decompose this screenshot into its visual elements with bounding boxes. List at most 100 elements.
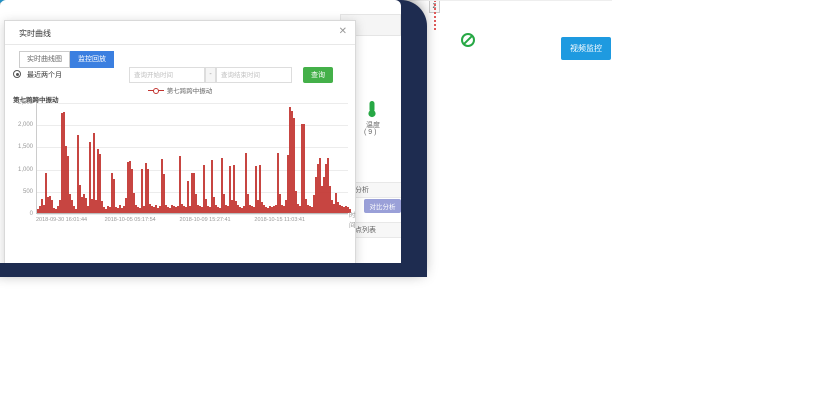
- video-monitor-button[interactable]: 视频监控: [561, 37, 611, 60]
- data-bar: [111, 173, 113, 213]
- data-bar: [263, 205, 265, 213]
- data-bar: [241, 207, 243, 213]
- data-bar: [295, 190, 297, 213]
- data-bar: [139, 207, 141, 213]
- data-bar: [93, 133, 95, 213]
- y-tick-label: 2,500: [17, 100, 33, 106]
- data-bar: [167, 206, 169, 213]
- data-bar: [301, 124, 303, 213]
- data-bar: [195, 194, 197, 213]
- query-row: 最近两个月 - 查询: [11, 66, 351, 84]
- data-bar: [281, 205, 283, 213]
- data-bar: [181, 203, 183, 213]
- data-bar: [291, 110, 293, 213]
- data-bar: [169, 207, 171, 213]
- modal-tab-1[interactable]: 监控回放: [70, 51, 114, 68]
- data-bar: [121, 207, 123, 213]
- data-bar: [193, 173, 195, 213]
- data-bar: [155, 205, 157, 213]
- data-bar: [105, 208, 107, 213]
- data-bar: [153, 207, 155, 213]
- data-bar: [321, 186, 323, 213]
- data-bar: [173, 206, 175, 213]
- modal-tabbar: 实时曲线图 监控回放: [19, 51, 114, 68]
- data-bar: [55, 209, 57, 213]
- chart-legend[interactable]: 第七跨跨中振动: [5, 85, 355, 95]
- data-bar: [209, 206, 211, 213]
- data-bar: [311, 207, 313, 213]
- data-bar: [71, 199, 73, 213]
- data-bar: [89, 141, 91, 213]
- data-bar: [303, 123, 305, 213]
- data-bar: [319, 157, 321, 213]
- data-bar: [97, 148, 99, 213]
- data-bar: [307, 205, 309, 213]
- data-bar: [79, 185, 81, 213]
- query-start-input[interactable]: [129, 67, 205, 83]
- close-icon[interactable]: ✕: [338, 26, 347, 37]
- data-bar: [345, 205, 347, 213]
- data-bar: [237, 205, 239, 213]
- data-bar: [341, 206, 343, 213]
- data-bar: [69, 194, 71, 213]
- data-bar: [309, 206, 311, 213]
- modal-tab-0[interactable]: 实时曲线图: [19, 51, 70, 68]
- data-bar: [75, 208, 77, 213]
- data-bar: [41, 198, 43, 213]
- data-bar: [101, 200, 103, 213]
- data-bar: [265, 206, 267, 213]
- y-tick-label: 1,000: [17, 166, 33, 173]
- modal-title: 实时曲线: [19, 29, 51, 38]
- data-bar: [269, 205, 271, 213]
- data-bar: [189, 205, 191, 213]
- data-bar: [171, 205, 173, 213]
- data-bar: [223, 194, 225, 213]
- data-bar: [109, 207, 111, 213]
- data-bar: [187, 181, 189, 213]
- data-bar: [177, 205, 179, 213]
- y-tick-label: 1,500: [17, 144, 33, 151]
- compare-analysis-button[interactable]: 对比分析: [364, 199, 401, 213]
- data-bar: [287, 155, 289, 213]
- data-bar: [103, 207, 105, 213]
- data-bar: [125, 198, 127, 213]
- gridline: [37, 169, 348, 171]
- data-bar: [235, 201, 237, 213]
- gridline: [37, 103, 348, 104]
- recent-range-radio[interactable]: [13, 70, 21, 78]
- data-bar: [129, 160, 131, 213]
- data-bar: [231, 199, 233, 213]
- data-bar: [87, 206, 89, 213]
- data-bar: [239, 206, 241, 213]
- query-end-input[interactable]: [216, 67, 292, 83]
- data-bar: [149, 203, 151, 213]
- data-bar: [135, 205, 137, 213]
- data-bar: [217, 206, 219, 213]
- data-bar: [289, 107, 291, 213]
- x-tick-label: 2018-10-15 11:03:41: [254, 217, 306, 223]
- temperature-icon[interactable]: [366, 100, 378, 118]
- data-bar: [123, 206, 125, 213]
- data-bar: [205, 199, 207, 213]
- data-bar: [211, 159, 213, 213]
- data-bar: [327, 157, 329, 213]
- data-bar: [343, 207, 345, 213]
- data-bar: [271, 207, 273, 213]
- data-bar: [251, 206, 253, 213]
- gridline: [37, 125, 348, 127]
- data-bar: [259, 165, 261, 213]
- data-bar: [253, 207, 255, 213]
- ban-icon[interactable]: [460, 32, 476, 48]
- data-bar: [323, 177, 325, 213]
- data-bar: [147, 169, 149, 213]
- data-bar: [137, 206, 139, 213]
- data-bar: [159, 205, 161, 213]
- data-bar: [85, 198, 87, 213]
- data-bar: [57, 205, 59, 213]
- data-bar: [315, 177, 317, 213]
- data-bar: [293, 117, 295, 213]
- data-bar: [201, 207, 203, 213]
- data-bar: [335, 193, 337, 213]
- query-button[interactable]: 查询: [303, 67, 333, 83]
